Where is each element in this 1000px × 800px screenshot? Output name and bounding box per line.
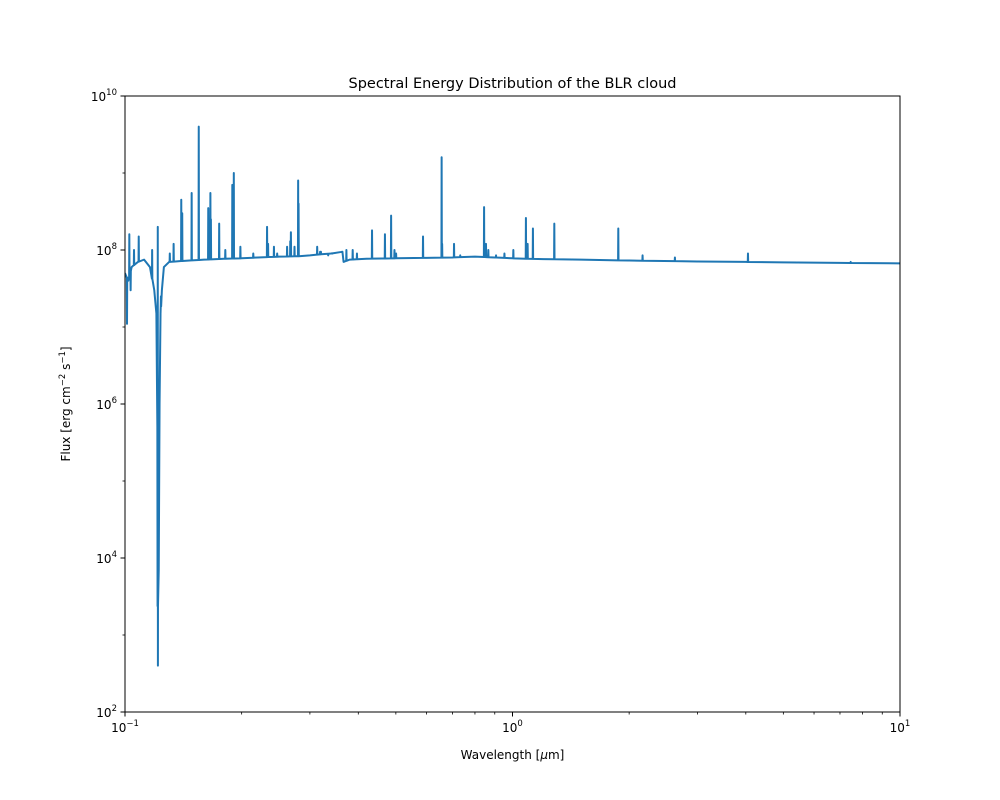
x-axis: 10−1 100 101 <box>111 712 910 735</box>
x-tick-label: 101 <box>890 719 911 735</box>
x-axis-label-end: m] <box>548 748 564 762</box>
y-tick-label: 108 <box>96 242 117 258</box>
x-axis-label-mu: μ <box>539 748 548 762</box>
y-axis-label-start: Flux [erg cm <box>59 386 73 461</box>
x-tick-label: 10−1 <box>111 719 139 735</box>
y-axis-label: Flux [erg cm−2 s−1] <box>58 346 73 461</box>
y-axis-label-end: ] <box>59 346 73 351</box>
y-tick-label-base: 10 <box>96 398 111 412</box>
x-tick-label-base: 10 <box>111 721 126 735</box>
x-axis-label: Wavelength [μm] <box>461 748 565 762</box>
x-tick-label-exponent: 0 <box>517 719 522 729</box>
y-tick-label-exponent: 2 <box>112 704 117 714</box>
y-tick-label-exponent: 6 <box>112 396 117 406</box>
y-tick-label-exponent: 10 <box>106 88 117 98</box>
x-axis-label-start: Wavelength [ <box>461 748 541 762</box>
x-tick-label-exponent: 1 <box>905 719 910 729</box>
y-axis-label-exponent-1: −2 <box>58 374 68 387</box>
plot-area <box>124 95 901 713</box>
y-tick-label: 102 <box>96 704 117 720</box>
plot-background <box>125 96 900 712</box>
y-axis-label-middle: s <box>59 364 73 374</box>
y-tick-label-base: 10 <box>91 90 106 104</box>
y-tick-label: 104 <box>96 550 117 566</box>
y-tick-label-base: 10 <box>96 244 111 258</box>
y-tick-label-base: 10 <box>96 552 111 566</box>
x-tick-label-exponent: −1 <box>126 719 139 729</box>
series-line <box>125 125 900 667</box>
y-tick-label: 1010 <box>91 88 117 104</box>
y-tick-label-exponent: 8 <box>112 242 117 252</box>
y-axis-label-exponent-2: −1 <box>58 351 68 364</box>
y-tick-label: 106 <box>96 396 117 412</box>
series-layer <box>125 125 900 667</box>
y-tick-label-base: 10 <box>96 706 111 720</box>
chart-title: Spectral Energy Distribution of the BLR … <box>348 76 676 92</box>
x-tick-label: 100 <box>502 719 523 735</box>
y-tick-label-exponent: 4 <box>112 550 117 560</box>
x-tick-label-base: 10 <box>890 721 905 735</box>
x-tick-label-base: 10 <box>502 721 517 735</box>
